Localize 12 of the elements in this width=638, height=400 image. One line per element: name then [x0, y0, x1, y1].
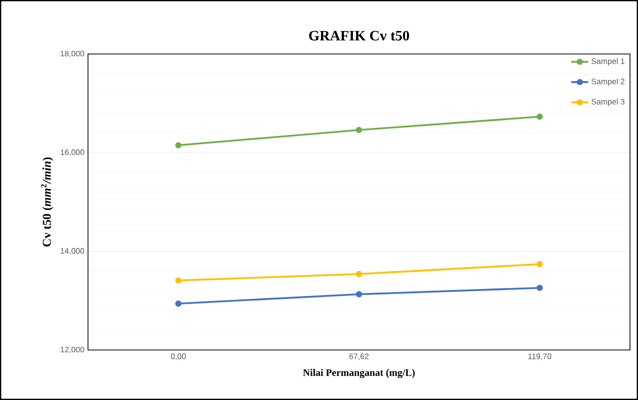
x-axis-title: Nilai Permanganat (mg/L): [303, 368, 415, 378]
point: [356, 126, 362, 134]
point: [356, 270, 362, 278]
point: [175, 300, 182, 307]
point: [175, 142, 182, 148]
chart-title: GRAFIK Cv t50: [309, 30, 410, 41]
point: [356, 291, 362, 298]
point: [536, 284, 543, 291]
point: [536, 261, 543, 268]
point: [175, 277, 182, 284]
point: [536, 114, 543, 120]
y-axis-title: Cv t50 (mm$^{2}$/min): [41, 157, 54, 246]
